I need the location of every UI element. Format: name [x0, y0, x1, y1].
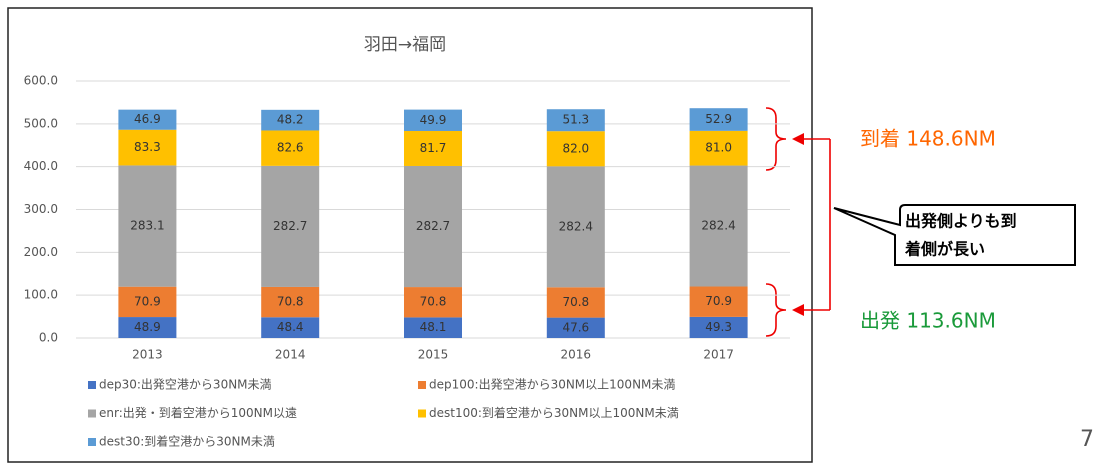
- y-tick-label: 0.0: [39, 331, 58, 345]
- data-label: 48.4: [277, 320, 304, 334]
- chart-title: 羽田→福岡: [364, 35, 446, 55]
- bar-segment: [689, 286, 748, 317]
- x-tick-label: 2016: [561, 348, 592, 362]
- bar-segment: [261, 165, 320, 287]
- legend-label: enr:出発・到着空港から100NM以遠: [99, 405, 297, 420]
- bar-segment: [118, 129, 177, 166]
- data-label: 46.9: [134, 112, 161, 126]
- bar-segment: [118, 286, 177, 318]
- callout-line: 着側が長い: [904, 240, 985, 259]
- data-label: 82.0: [562, 141, 589, 155]
- data-label: 70.9: [134, 294, 161, 308]
- legend-swatch: [418, 409, 426, 418]
- bar-segment: [404, 287, 462, 318]
- legend-swatch: [418, 381, 426, 389]
- data-label: 47.6: [562, 320, 589, 334]
- arrival-note: 到着 148.6NM: [860, 127, 996, 151]
- bar-segment: [404, 130, 462, 166]
- y-tick-label: 400.0: [24, 159, 58, 173]
- data-label: 70.8: [420, 295, 447, 309]
- bar-segment: [689, 108, 748, 131]
- data-label: 83.3: [134, 140, 161, 154]
- y-tick-label: 200.0: [24, 245, 58, 259]
- data-label: 81.7: [420, 141, 447, 155]
- bar-segment: [546, 131, 605, 167]
- x-tick-label: 2017: [703, 348, 734, 362]
- bar-segment: [546, 166, 605, 288]
- legend-swatch: [88, 381, 96, 389]
- data-label: 81.0: [705, 141, 732, 155]
- data-label: 70.8: [277, 295, 304, 309]
- bar-segment: [261, 109, 320, 131]
- bar-segment: [404, 109, 462, 131]
- bar-segment: [689, 316, 748, 338]
- x-tick-label: 2013: [132, 348, 163, 362]
- bar-segment: [689, 130, 748, 166]
- data-label: 51.3: [562, 113, 589, 127]
- data-label: 52.9: [705, 112, 732, 126]
- data-label: 48.2: [277, 113, 304, 127]
- legend-label: dest30:到着空港から30NM未満: [99, 434, 275, 449]
- data-label: 48.9: [134, 320, 161, 334]
- y-tick-label: 500.0: [24, 116, 58, 130]
- y-tick-label: 100.0: [24, 288, 58, 302]
- legend-label: dest100:到着空港から30NM以上100NM未満: [429, 405, 679, 420]
- legend-label: dep30:出発空港から30NM未満: [99, 378, 272, 392]
- bar-segment: [689, 165, 748, 287]
- callout-box: [833, 204, 1076, 266]
- bar-segment: [261, 130, 320, 166]
- y-tick-label: 600.0: [24, 74, 58, 88]
- bar-segment: [546, 109, 605, 132]
- data-label: 282.7: [273, 219, 307, 233]
- data-label: 282.4: [559, 219, 593, 233]
- data-label: 282.7: [416, 219, 450, 233]
- data-label: 49.3: [705, 320, 732, 334]
- y-tick-label: 300.0: [24, 202, 58, 216]
- bar-segment: [261, 317, 320, 338]
- data-label: 49.9: [420, 113, 447, 127]
- callout-line: 出発側よりも到: [905, 212, 1017, 231]
- legend-label: dep100:出発空港から30NM以上100NM未満: [429, 378, 675, 392]
- legend-swatch: [88, 438, 96, 446]
- data-label: 70.8: [562, 295, 589, 309]
- data-label: 70.9: [705, 294, 732, 308]
- bar-segment: [118, 165, 177, 287]
- bar-segment: [404, 317, 462, 338]
- data-label: 282.4: [701, 219, 735, 233]
- bar-segment: [118, 317, 177, 338]
- data-label: 48.1: [420, 320, 447, 334]
- x-tick-label: 2014: [275, 348, 306, 362]
- bar-segment: [118, 109, 177, 130]
- bar-segment: [404, 165, 462, 288]
- bar-segment: [546, 317, 605, 338]
- brackets: [765, 107, 831, 337]
- departure-note: 出発 113.6NM: [860, 309, 996, 333]
- x-tick-label: 2015: [418, 348, 449, 362]
- bar-segment: [546, 287, 605, 318]
- legend-swatch: [88, 409, 96, 418]
- data-label: 82.6: [277, 141, 304, 155]
- bar-segment: [261, 286, 320, 318]
- page-number: 7: [1080, 427, 1094, 452]
- data-label: 283.1: [130, 219, 164, 233]
